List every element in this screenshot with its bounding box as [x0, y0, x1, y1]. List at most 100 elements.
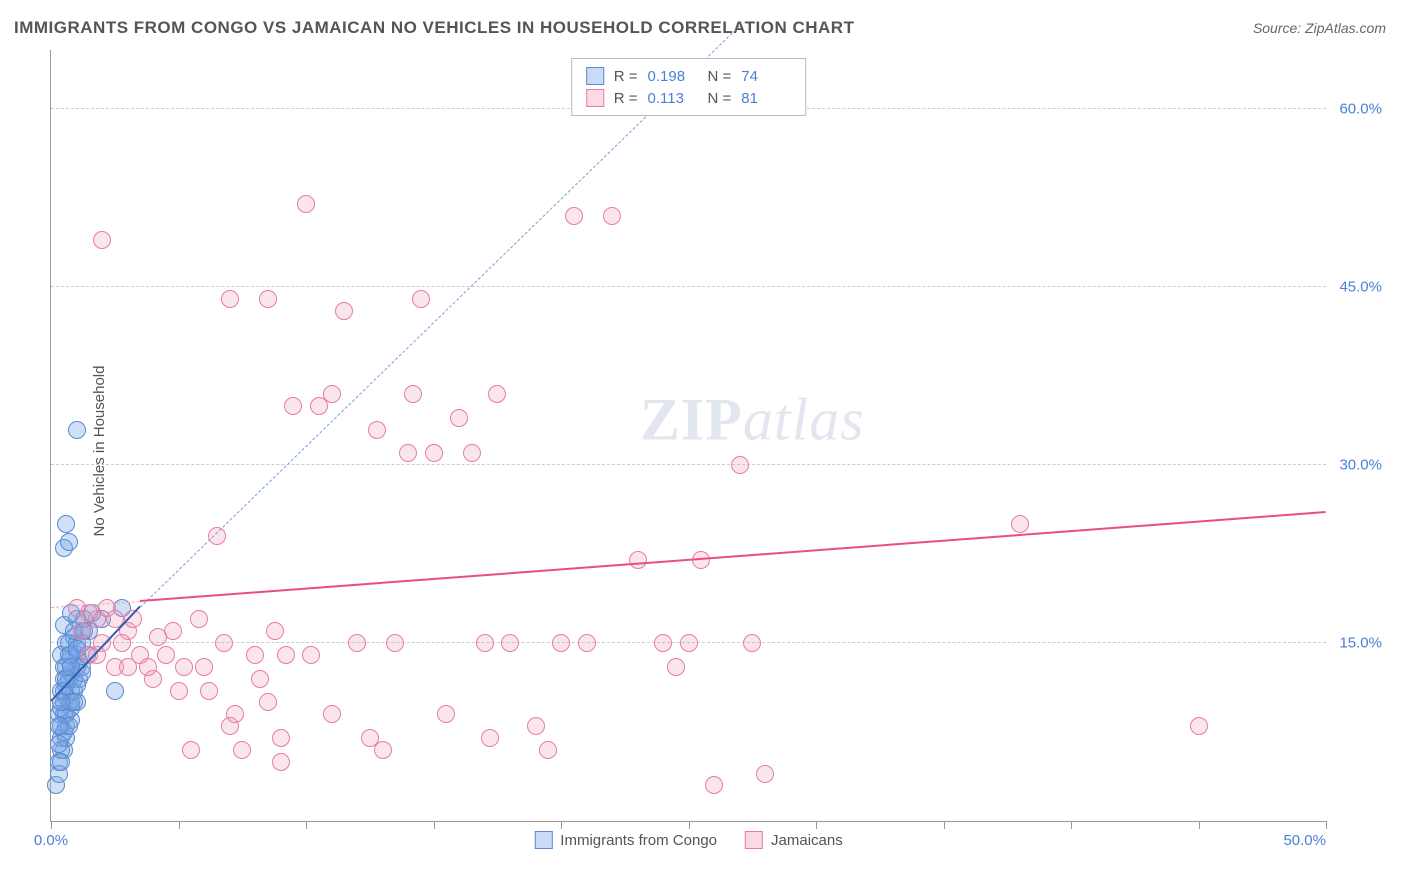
scatter-point [157, 646, 175, 664]
xtick-label: 50.0% [1283, 832, 1326, 849]
scatter-point [552, 634, 570, 652]
scatter-point [284, 397, 302, 415]
legend-item-blue: Immigrants from Congo [534, 831, 717, 849]
xtick [944, 821, 945, 829]
scatter-point [437, 705, 455, 723]
scatter-point [302, 646, 320, 664]
legend-r-value-blue: 0.198 [648, 68, 698, 85]
scatter-point [399, 444, 417, 462]
xtick [1199, 821, 1200, 829]
swatch-blue [586, 67, 604, 85]
gridline-h [51, 286, 1326, 287]
legend-r-label: R = [614, 68, 638, 85]
scatter-point [756, 765, 774, 783]
scatter-point [57, 515, 75, 533]
scatter-point [259, 290, 277, 308]
ytick-label: 15.0% [1339, 635, 1382, 652]
xtick [689, 821, 690, 829]
scatter-point [565, 207, 583, 225]
scatter-point [93, 231, 111, 249]
legend-label-pink: Jamaicans [771, 832, 843, 849]
scatter-point [404, 385, 422, 403]
scatter-point [106, 682, 124, 700]
series-legend: Immigrants from Congo Jamaicans [534, 831, 842, 849]
scatter-point [277, 646, 295, 664]
scatter-point [1190, 717, 1208, 735]
xtick-label: 0.0% [34, 832, 68, 849]
scatter-point [50, 717, 68, 735]
swatch-blue [534, 831, 552, 849]
ytick-label: 30.0% [1339, 457, 1382, 474]
scatter-point [578, 634, 596, 652]
scatter-point [368, 421, 386, 439]
scatter-point [488, 385, 506, 403]
scatter-point [425, 444, 443, 462]
xtick [1071, 821, 1072, 829]
scatter-point [680, 634, 698, 652]
legend-n-value-pink: 81 [741, 90, 791, 107]
scatter-point [743, 634, 761, 652]
scatter-point [527, 717, 545, 735]
scatter-point [119, 658, 137, 676]
scatter-point [603, 207, 621, 225]
gridline-h [51, 464, 1326, 465]
scatter-point [226, 705, 244, 723]
legend-n-value-blue: 74 [741, 68, 791, 85]
scatter-point [200, 682, 218, 700]
scatter-point [60, 533, 78, 551]
scatter-point [73, 622, 91, 640]
scatter-point [323, 385, 341, 403]
scatter-point [190, 610, 208, 628]
chart-area: No Vehicles in Household ZIPatlas R = 0.… [50, 50, 1386, 852]
scatter-point [667, 658, 685, 676]
swatch-pink [745, 831, 763, 849]
scatter-point [164, 622, 182, 640]
scatter-point [450, 409, 468, 427]
xtick [816, 821, 817, 829]
scatter-point [386, 634, 404, 652]
scatter-point [323, 705, 341, 723]
source-label: Source: [1253, 20, 1301, 36]
legend-row-pink: R = 0.113 N = 81 [586, 87, 792, 109]
legend-r-value-pink: 0.113 [648, 90, 698, 107]
legend-row-blue: R = 0.198 N = 74 [586, 65, 792, 87]
scatter-point [208, 527, 226, 545]
legend-n-label: N = [708, 68, 732, 85]
xtick [434, 821, 435, 829]
scatter-point [272, 753, 290, 771]
scatter-point [629, 551, 647, 569]
trend-line [140, 511, 1326, 602]
scatter-point [88, 646, 106, 664]
scatter-point [170, 682, 188, 700]
scatter-point [251, 670, 269, 688]
watermark: ZIPatlas [640, 386, 865, 455]
scatter-point [175, 658, 193, 676]
legend-item-pink: Jamaicans [745, 831, 843, 849]
legend-r-label: R = [614, 90, 638, 107]
scatter-point [374, 741, 392, 759]
scatter-point [481, 729, 499, 747]
ytick-label: 45.0% [1339, 279, 1382, 296]
scatter-point [215, 634, 233, 652]
source-attribution: Source: ZipAtlas.com [1253, 20, 1386, 36]
scatter-point [654, 634, 672, 652]
source-name: ZipAtlas.com [1305, 20, 1386, 36]
watermark-atlas: atlas [743, 387, 865, 453]
scatter-point [501, 634, 519, 652]
xtick [179, 821, 180, 829]
xtick [1326, 821, 1327, 829]
xtick [561, 821, 562, 829]
xtick [306, 821, 307, 829]
scatter-point [272, 729, 290, 747]
legend-n-label: N = [708, 90, 732, 107]
scatter-point [139, 658, 157, 676]
scatter-point [1011, 515, 1029, 533]
scatter-point [52, 753, 70, 771]
scatter-point [68, 421, 86, 439]
scatter-point [246, 646, 264, 664]
scatter-point [539, 741, 557, 759]
scatter-point [113, 634, 131, 652]
scatter-point [297, 195, 315, 213]
scatter-point [731, 456, 749, 474]
scatter-point [463, 444, 481, 462]
